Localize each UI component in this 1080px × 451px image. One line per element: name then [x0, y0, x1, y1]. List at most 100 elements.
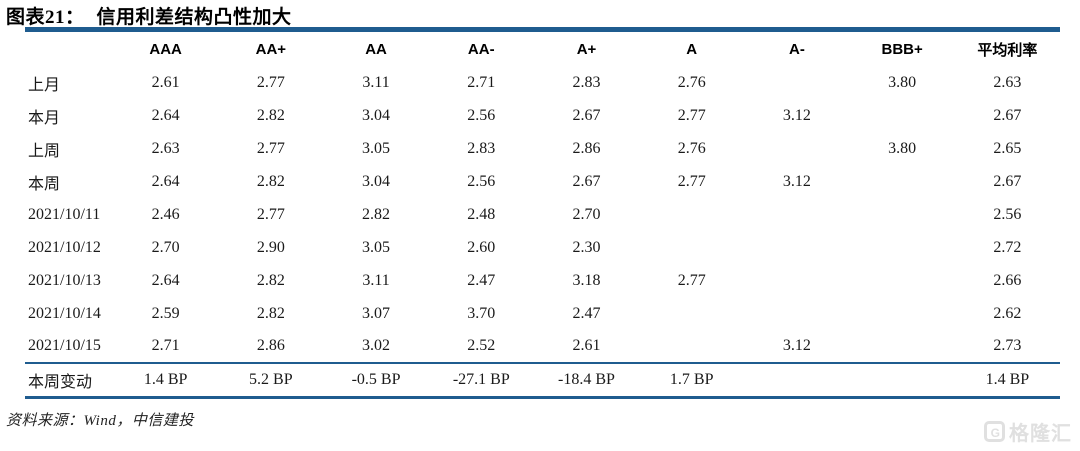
- spread-value-cell: 2.56: [467, 172, 496, 190]
- rating-column-header: AA: [365, 40, 387, 58]
- row-label: 上周: [28, 142, 61, 160]
- rating-column-header: A+: [576, 40, 597, 58]
- spread-value-cell: 2.82: [362, 205, 391, 223]
- header-row: AAA AA+ AA AA- A+ A A- BBB+ 平均利率: [25, 32, 1060, 66]
- spread-value-cell: [850, 297, 955, 330]
- table-row: 本周 2.64 2.82 3.04 2.56 2.67 2.77 3.12 2.67: [25, 165, 1060, 198]
- spread-value-cell: [639, 330, 744, 363]
- footer-row: 本周变动 1.4 BP 5.2 BP -0.5 BP -27.1 BP -18.4 BP 1…: [25, 362, 1060, 399]
- spread-value-cell: [744, 264, 849, 297]
- spread-value-cell: 2.71: [151, 337, 180, 354]
- title-divider-rule: [25, 27, 1060, 32]
- row-label-column-header: [25, 32, 113, 66]
- table-row: 上月 2.61 2.77 3.11 2.71 2.83 2.76 3.80 2.63: [25, 66, 1060, 99]
- spread-value-cell: 2.64: [151, 106, 180, 124]
- spread-value-cell: 2.65: [993, 139, 1022, 157]
- spread-value-cell: [744, 132, 849, 165]
- spread-value-cell: [744, 231, 849, 264]
- spread-value-cell: 2.48: [467, 205, 496, 223]
- spread-value-cell: 2.77: [256, 139, 285, 157]
- spread-value-cell: 3.04: [362, 172, 391, 190]
- spread-value-cell: 2.86: [572, 139, 601, 157]
- spread-value-cell: 2.77: [677, 106, 706, 124]
- row-label: 上月: [28, 76, 61, 94]
- spread-value-cell: 2.47: [467, 271, 496, 289]
- row-label: 2021/10/11: [28, 205, 101, 223]
- spread-value-cell: [850, 264, 955, 297]
- spread-value-cell: 2.70: [151, 238, 180, 256]
- spread-value-cell: 3.07: [362, 304, 391, 322]
- spread-value-cell: 2.52: [467, 337, 496, 354]
- row-label: 2021/10/15: [28, 337, 101, 354]
- spread-value-cell: 2.63: [993, 73, 1022, 91]
- spread-value-cell: 2.67: [993, 106, 1022, 124]
- gelonghui-logo-icon: G: [984, 421, 1005, 442]
- weekly-change-cell: -0.5 BP: [323, 362, 429, 399]
- spread-value-cell: 3.05: [362, 139, 391, 157]
- spread-value-cell: 2.82: [256, 106, 285, 124]
- row-label: 2021/10/13: [28, 271, 101, 289]
- rating-column-header: BBB+: [881, 40, 923, 58]
- spread-value-cell: 3.70: [467, 304, 496, 322]
- spread-value-cell: 3.02: [362, 337, 391, 354]
- spread-value-cell: 2.63: [151, 139, 180, 157]
- spread-value-cell: 3.04: [362, 106, 391, 124]
- row-label: 2021/10/12: [28, 238, 101, 256]
- spread-value-cell: 2.67: [572, 106, 601, 124]
- spread-value-cell: 2.64: [151, 271, 180, 289]
- table-row: 上周 2.63 2.77 3.05 2.83 2.86 2.76 3.80 2.65: [25, 132, 1060, 165]
- rating-column-header: A-: [789, 40, 805, 58]
- rating-column-header: AAA: [149, 40, 182, 58]
- spread-value-cell: 2.64: [151, 172, 180, 190]
- spread-value-cell: 2.66: [993, 271, 1022, 289]
- spread-value-cell: [850, 165, 955, 198]
- row-label: 2021/10/14: [28, 304, 101, 322]
- weekly-change-cell: 1.4 BP: [113, 362, 219, 399]
- gelonghui-watermark: G 格隆汇: [984, 417, 1072, 446]
- figure-title-text: 信用利差结构凸性加大: [96, 7, 292, 28]
- spread-value-cell: 3.11: [362, 73, 390, 91]
- rating-column-header: A: [686, 40, 698, 58]
- spread-value-cell: 2.56: [467, 106, 496, 124]
- spread-value-cell: [744, 297, 849, 330]
- table-row: 本月 2.64 2.82 3.04 2.56 2.67 2.77 3.12 2.67: [25, 99, 1060, 132]
- spread-value-cell: [639, 231, 744, 264]
- spread-value-cell: 2.62: [993, 304, 1022, 322]
- spread-value-cell: 2.61: [151, 73, 180, 91]
- spread-value-cell: 2.47: [572, 304, 601, 322]
- row-label: 本月: [28, 109, 61, 127]
- spread-value-cell: [850, 231, 955, 264]
- spread-value-cell: 2.60: [467, 238, 496, 256]
- spread-value-cell: 2.86: [256, 337, 285, 354]
- weekly-change-cell: 5.2 BP: [218, 362, 324, 399]
- spread-value-cell: 3.05: [362, 238, 391, 256]
- spread-value-cell: 2.61: [572, 337, 601, 354]
- spread-value-cell: 2.46: [151, 205, 180, 223]
- row-label: 本周: [28, 175, 61, 193]
- table-footer: 本周变动 1.4 BP 5.2 BP -0.5 BP -27.1 BP -18.4 BP 1…: [25, 362, 1060, 399]
- spread-value-cell: 2.82: [256, 304, 285, 322]
- table-row: 2021/10/15 2.71 2.86 3.02 2.52 2.61 3.12 2.73: [25, 330, 1060, 363]
- spread-value-cell: [850, 99, 955, 132]
- spread-value-cell: 3.12: [782, 106, 811, 124]
- weekly-change-cell: -27.1 BP: [428, 362, 534, 399]
- spread-value-cell: 2.76: [677, 73, 706, 91]
- table-row: 2021/10/12 2.70 2.90 3.05 2.60 2.30 2.72: [25, 231, 1060, 264]
- weekly-change-cell: 1.7 BP: [639, 362, 745, 399]
- spread-value-cell: 2.76: [677, 139, 706, 157]
- weekly-change-cell: 1.4 BP: [954, 362, 1060, 399]
- table-row: 2021/10/14 2.59 2.82 3.07 3.70 2.47 2.62: [25, 297, 1060, 330]
- spread-value-cell: 2.56: [993, 205, 1022, 223]
- spread-value-cell: 2.77: [677, 172, 706, 190]
- spread-value-cell: 2.83: [467, 139, 496, 157]
- spread-value-cell: [639, 198, 744, 231]
- spread-value-cell: 2.77: [256, 73, 285, 91]
- spread-value-cell: [744, 198, 849, 231]
- spread-value-cell: 2.73: [993, 337, 1022, 354]
- source-note: 资料来源：Wind，中信建投: [6, 412, 194, 429]
- spread-value-cell: 2.59: [151, 304, 180, 322]
- spread-value-cell: 2.82: [256, 172, 285, 190]
- rating-column-header: 平均利率: [977, 41, 1038, 59]
- spread-value-cell: 2.82: [256, 271, 285, 289]
- weekly-change-cell: [744, 362, 850, 399]
